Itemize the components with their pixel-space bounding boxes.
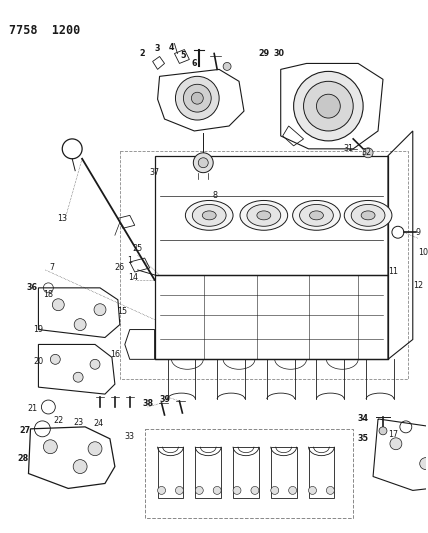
- Circle shape: [223, 62, 231, 70]
- Ellipse shape: [185, 200, 233, 230]
- Text: 39: 39: [159, 394, 170, 403]
- Text: 7758  1200: 7758 1200: [9, 24, 80, 37]
- Text: 7: 7: [50, 263, 55, 272]
- Circle shape: [294, 71, 363, 141]
- Bar: [145, 429, 353, 518]
- Circle shape: [251, 487, 259, 495]
- Text: 24: 24: [93, 419, 103, 429]
- Text: 32: 32: [361, 148, 371, 157]
- Text: 10: 10: [418, 248, 428, 256]
- Text: 25: 25: [133, 244, 143, 253]
- Circle shape: [90, 359, 100, 369]
- Text: 23: 23: [73, 418, 83, 427]
- Circle shape: [52, 299, 64, 311]
- Circle shape: [51, 354, 60, 365]
- Ellipse shape: [309, 211, 324, 220]
- Circle shape: [327, 487, 334, 495]
- Ellipse shape: [361, 211, 375, 220]
- Ellipse shape: [257, 211, 271, 220]
- Circle shape: [213, 487, 221, 495]
- Circle shape: [420, 458, 428, 470]
- Circle shape: [191, 92, 203, 104]
- Text: 38: 38: [142, 399, 153, 408]
- Circle shape: [309, 487, 316, 495]
- Text: 19: 19: [33, 325, 44, 334]
- Text: 14: 14: [128, 273, 138, 282]
- Circle shape: [390, 438, 402, 450]
- Circle shape: [73, 459, 87, 473]
- Text: 6: 6: [192, 59, 197, 68]
- Text: 11: 11: [388, 268, 398, 277]
- Ellipse shape: [192, 205, 226, 227]
- Circle shape: [74, 319, 86, 330]
- Text: 8: 8: [213, 191, 218, 200]
- Text: 5: 5: [181, 51, 186, 60]
- Circle shape: [288, 487, 297, 495]
- Circle shape: [316, 94, 340, 118]
- Text: 20: 20: [33, 357, 44, 366]
- Circle shape: [198, 158, 208, 168]
- Circle shape: [303, 82, 353, 131]
- Circle shape: [88, 442, 102, 456]
- Ellipse shape: [300, 205, 333, 227]
- Text: 15: 15: [117, 307, 127, 316]
- Ellipse shape: [293, 200, 340, 230]
- Text: 33: 33: [125, 432, 135, 441]
- Text: 26: 26: [115, 263, 125, 272]
- Ellipse shape: [344, 200, 392, 230]
- Text: 30: 30: [273, 49, 284, 58]
- Text: 29: 29: [258, 49, 269, 58]
- Circle shape: [195, 487, 203, 495]
- Text: 17: 17: [388, 430, 398, 439]
- Text: 4: 4: [169, 43, 174, 52]
- Circle shape: [175, 487, 184, 495]
- Circle shape: [193, 153, 213, 173]
- Circle shape: [158, 487, 166, 495]
- Ellipse shape: [240, 200, 288, 230]
- Text: 37: 37: [149, 168, 160, 177]
- Text: 22: 22: [53, 416, 63, 425]
- Text: 2: 2: [139, 49, 145, 58]
- Text: 34: 34: [358, 415, 369, 423]
- Text: 28: 28: [17, 454, 28, 463]
- Text: 36: 36: [27, 284, 38, 292]
- Text: 16: 16: [110, 350, 120, 359]
- Circle shape: [363, 148, 373, 158]
- Text: 27: 27: [19, 426, 30, 435]
- Ellipse shape: [247, 205, 281, 227]
- Text: 13: 13: [57, 214, 67, 223]
- Circle shape: [379, 427, 387, 435]
- Text: 31: 31: [343, 144, 353, 154]
- Text: 9: 9: [415, 228, 420, 237]
- Circle shape: [271, 487, 279, 495]
- Ellipse shape: [351, 205, 385, 227]
- Circle shape: [94, 304, 106, 316]
- Text: 21: 21: [27, 405, 38, 414]
- Circle shape: [175, 76, 219, 120]
- Circle shape: [184, 84, 211, 112]
- Text: 1: 1: [127, 255, 132, 264]
- Text: 12: 12: [413, 281, 423, 290]
- Text: 18: 18: [43, 290, 54, 300]
- Text: 35: 35: [358, 434, 369, 443]
- Bar: [120, 151, 408, 379]
- Circle shape: [73, 372, 83, 382]
- Text: 3: 3: [155, 44, 160, 53]
- Circle shape: [233, 487, 241, 495]
- Circle shape: [43, 440, 57, 454]
- Ellipse shape: [202, 211, 216, 220]
